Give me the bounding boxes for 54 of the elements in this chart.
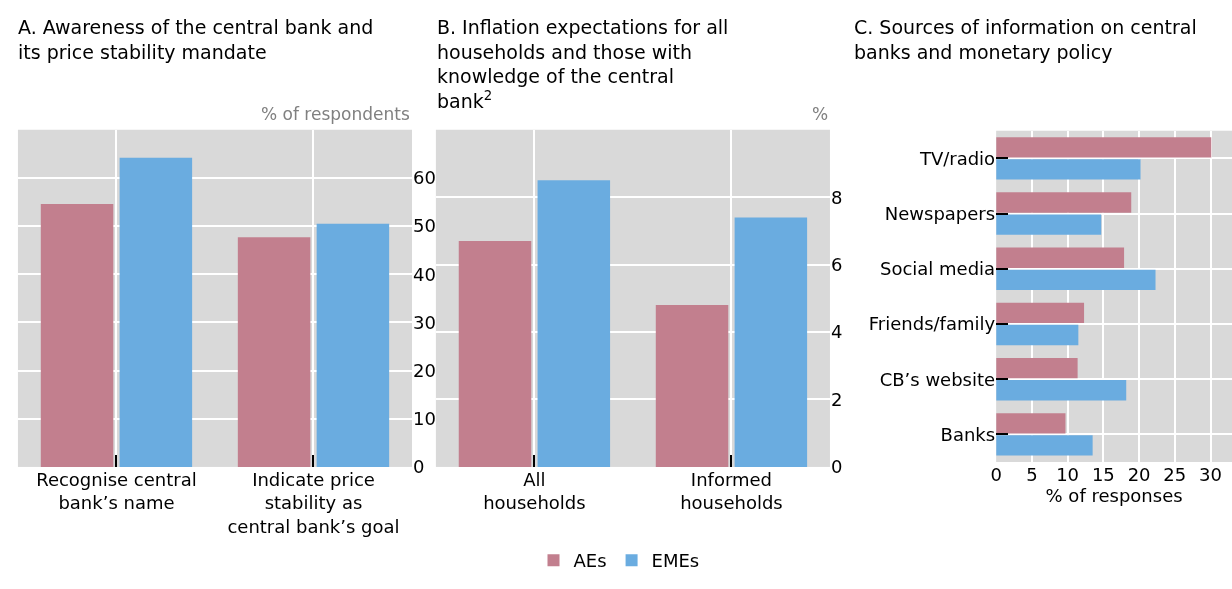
chart-title: B. Inflation expectations for all households and those with knowledge of the central bank$^{2}$ xyxy=(437,16,729,113)
y-tick-label: 6 xyxy=(830,253,843,275)
bar xyxy=(996,380,1127,401)
y-tick-label: 8 xyxy=(830,186,843,208)
y-tick-label: 2 xyxy=(830,388,843,410)
x-tick-label: 15 xyxy=(1091,464,1115,486)
bar xyxy=(996,247,1125,268)
bar xyxy=(316,223,390,467)
y-tick-label: 4 xyxy=(830,321,843,343)
y-axis-title: % xyxy=(812,104,829,124)
bar xyxy=(996,137,1212,158)
y-tick-label: Social media xyxy=(880,258,996,280)
x-tick-label: Informed households xyxy=(680,468,783,514)
x-tick-label: Indicate price stability as central bank’s goal xyxy=(227,468,400,537)
bar xyxy=(996,435,1093,456)
bar xyxy=(996,324,1079,346)
bar xyxy=(458,241,532,467)
bar xyxy=(996,358,1078,379)
y-tick-label: 10 xyxy=(413,408,436,430)
x-tick-label: 10 xyxy=(1056,464,1080,486)
bar xyxy=(996,413,1066,434)
x-tick-label: 20 xyxy=(1127,464,1151,486)
y-tick-label: 50 xyxy=(413,215,436,237)
chart-title: C. Sources of information on central banks and monetary policy xyxy=(854,16,1197,63)
y-tick-label: TV/radio xyxy=(918,147,996,169)
x-tick-label: All households xyxy=(483,468,586,514)
y-tick-label: Friends/family xyxy=(868,313,996,335)
y-tick-label: 40 xyxy=(413,263,436,285)
bar xyxy=(996,302,1085,324)
bar xyxy=(237,237,311,467)
bar xyxy=(996,214,1102,235)
y-tick-label: 30 xyxy=(413,311,436,333)
bar xyxy=(996,192,1132,213)
y-axis-title: % of respondents xyxy=(261,104,410,124)
bar xyxy=(996,159,1141,180)
legend-label: AEs xyxy=(573,550,607,572)
bar xyxy=(734,217,808,467)
x-tick-label: 25 xyxy=(1163,464,1187,486)
x-tick-label: 5 xyxy=(1026,464,1038,486)
chart-title: A. Awareness of the central bank and its price stability mandate xyxy=(18,16,374,63)
bar xyxy=(996,269,1156,290)
y-tick-label: Banks xyxy=(940,423,996,445)
x-tick-label: Recognise central bank’s name xyxy=(36,468,197,514)
y-tick-label: 60 xyxy=(413,167,436,189)
bar xyxy=(119,157,193,467)
bar xyxy=(655,305,729,467)
y-tick-label: CB’s website xyxy=(879,368,996,390)
x-tick-label: 30 xyxy=(1199,464,1223,486)
y-tick-label: Newspapers xyxy=(884,202,996,224)
bar xyxy=(40,203,114,467)
x-axis-title: % of responses xyxy=(1045,485,1183,507)
legend-label: EMEs xyxy=(651,550,700,572)
bar xyxy=(537,180,611,467)
y-tick-label: 20 xyxy=(413,359,436,381)
